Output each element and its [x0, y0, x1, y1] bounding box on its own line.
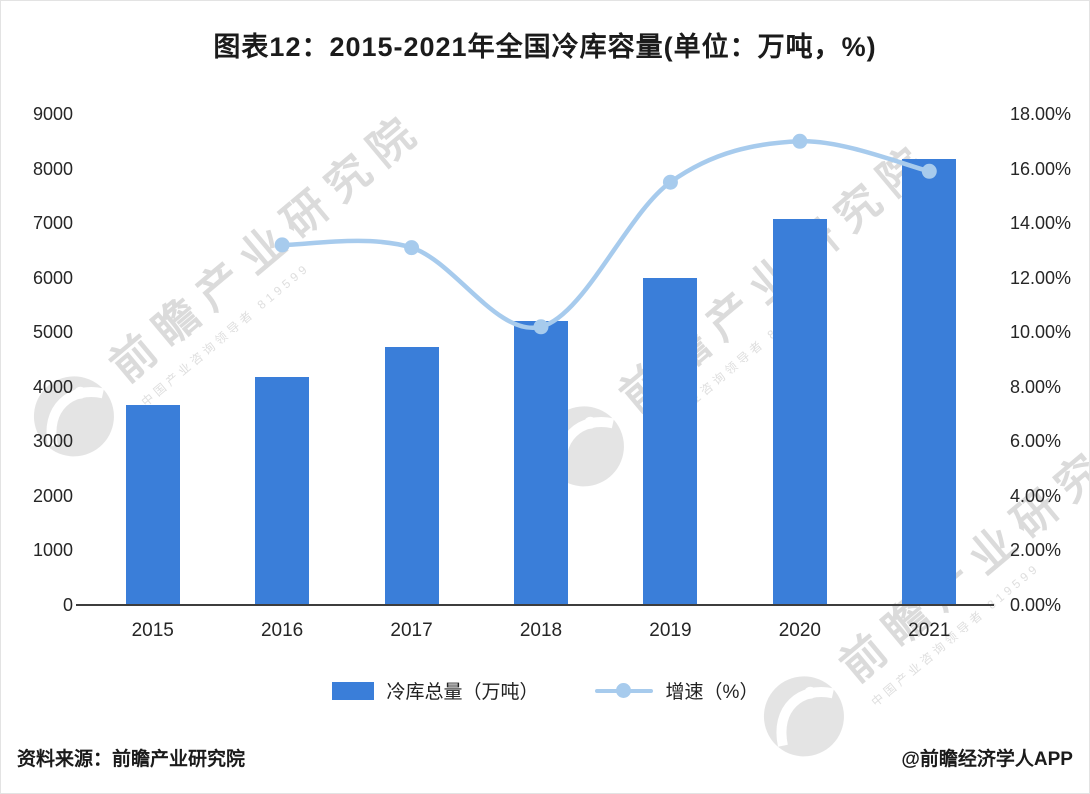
right-axis-tick-label: 10.00% — [1010, 322, 1072, 343]
x-axis-category-label: 2021 — [908, 620, 951, 641]
right-axis-tick-label: 4.00% — [1010, 485, 1062, 506]
right-axis-tick-label: 2.00% — [1010, 540, 1062, 561]
growth-line-series — [274, 133, 937, 335]
left-axis-tick-label: 7000 — [32, 213, 73, 234]
line-legend-marker — [615, 683, 631, 698]
x-axis-category-label: 2016 — [260, 620, 304, 641]
capacity-bar — [255, 376, 310, 605]
data-source-note: 资料来源：前瞻产业研究院 — [17, 749, 246, 770]
right-axis-tick-label: 18.00% — [1010, 104, 1072, 124]
left-axis-tick-label: 9000 — [32, 104, 73, 124]
capacity-bar — [902, 159, 957, 605]
right-axis-tick-label: 8.00% — [1010, 376, 1062, 397]
line-legend-label: 增速（%） — [665, 682, 759, 703]
growth-line-path — [279, 139, 932, 331]
growth-line-marker — [404, 240, 420, 256]
capacity-bar — [643, 277, 698, 605]
left-axis-tick-label: 2000 — [32, 485, 73, 506]
line-legend-swatch — [594, 681, 653, 700]
left-axis-tick-label: 6000 — [32, 267, 73, 288]
left-axis-tick-label: 5000 — [32, 322, 73, 343]
x-axis-category-label: 2019 — [649, 620, 692, 641]
chart-title: 图表12：2015-2021年全国冷库容量(单位：万吨，%) — [213, 32, 877, 62]
legend-item-line: 增速（%） — [594, 677, 759, 704]
left-axis-tick-label: 0 — [62, 595, 73, 615]
x-axis-line — [76, 604, 994, 606]
legend-item-bar: 冷库总量（万吨） — [331, 677, 539, 704]
right-axis-tick-label: 14.00% — [1010, 213, 1072, 234]
capacity-bar — [125, 404, 180, 605]
capacity-bar — [384, 346, 439, 605]
growth-line-marker — [533, 319, 549, 335]
growth-line-marker — [274, 237, 290, 253]
growth-line-marker — [662, 174, 678, 190]
growth-line-marker — [792, 133, 808, 149]
x-axis-category-label: 2015 — [131, 620, 174, 641]
right-axis-tick-label: 16.00% — [1010, 158, 1072, 179]
credit-note: @前瞻经济学人APP — [901, 749, 1073, 770]
bar-legend-label: 冷库总量（万吨） — [386, 682, 539, 703]
legend: 冷库总量（万吨） 增速（%） — [1, 677, 1089, 704]
x-axis-category-label: 2018 — [519, 620, 563, 641]
bar-legend-swatch — [331, 681, 374, 700]
left-axis-tick-label: 8000 — [32, 158, 73, 179]
left-axis-tick-label: 3000 — [32, 431, 73, 452]
right-axis-tick-label: 6.00% — [1010, 431, 1062, 452]
left-axis-tick-label: 4000 — [32, 376, 73, 397]
capacity-bar — [772, 218, 827, 605]
x-axis-category-label: 2020 — [778, 620, 821, 641]
right-axis-tick-label: 0.00% — [1010, 595, 1062, 615]
left-axis-tick-label: 1000 — [32, 540, 73, 561]
right-axis-tick-label: 12.00% — [1010, 267, 1072, 288]
growth-line-marker — [921, 163, 937, 179]
x-axis-category-label: 2017 — [390, 620, 433, 641]
